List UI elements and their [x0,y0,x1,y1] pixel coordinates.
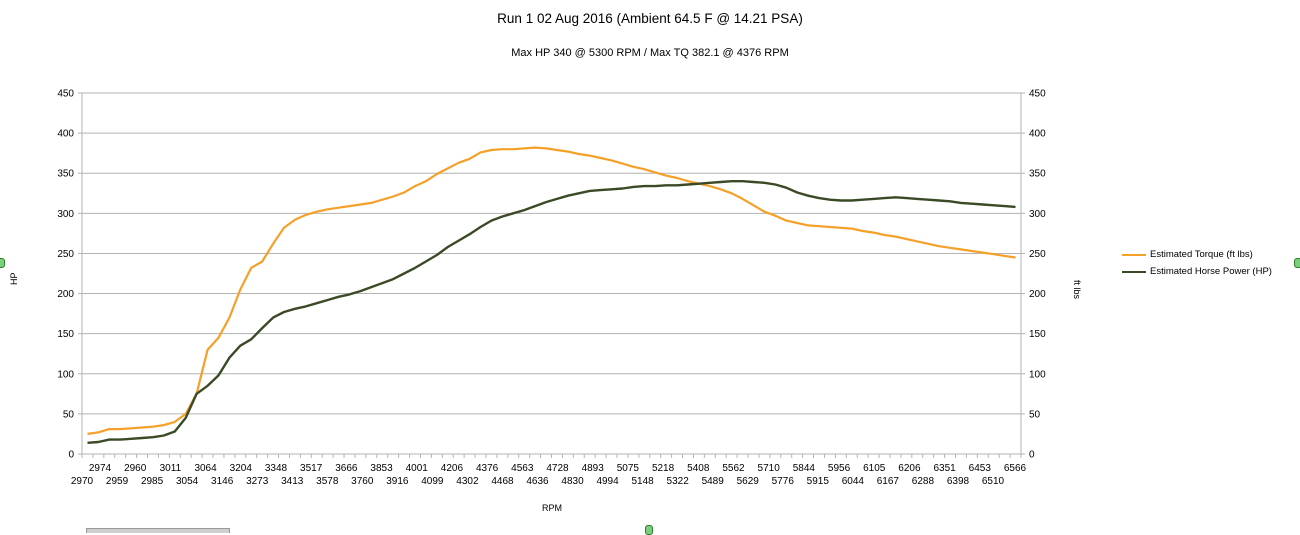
x-tick-label-lower-19: 5629 [737,476,760,487]
x-tick-label-upper-4: 3204 [230,463,253,474]
x-tick-label-upper-11: 4376 [476,463,499,474]
x-tick-label-lower-10: 4099 [421,476,444,487]
y-tick-label-left-0: 0 [68,450,74,461]
x-tick-label-lower-2: 2985 [141,476,164,487]
y-tick-label-right-200: 200 [1029,289,1046,300]
x-tick-label-upper-15: 5075 [617,463,640,474]
y-tick-label-right-450: 450 [1029,89,1046,100]
x-tick-label-upper-19: 5710 [758,463,781,474]
x-tick-label-upper-13: 4728 [546,463,569,474]
x-tick-label-lower-20: 5776 [772,476,795,487]
y-tick-label-left-250: 250 [57,249,74,260]
x-tick-label-lower-5: 3273 [246,476,269,487]
x-axis-label: RPM [542,503,562,513]
x-tick-label-lower-0: 2970 [71,476,94,487]
y-tick-label-left-150: 150 [57,329,74,340]
x-tick-label-upper-26: 6566 [1004,463,1027,474]
x-tick-label-lower-22: 6044 [842,476,865,487]
x-tick-label-lower-15: 4994 [596,476,619,487]
plot-area [82,93,1021,454]
x-tick-label-lower-7: 3578 [316,476,339,487]
x-tick-label-lower-17: 5322 [667,476,690,487]
x-tick-label-upper-10: 4206 [441,463,464,474]
x-tick-label-upper-7: 3666 [335,463,358,474]
x-tick-label-lower-21: 5915 [807,476,830,487]
x-tick-label-lower-24: 6288 [912,476,935,487]
legend-label-torque: Estimated Torque (ft lbs) [1150,249,1253,260]
y-tick-label-right-50: 50 [1029,409,1041,420]
y-tick-label-left-200: 200 [57,289,74,300]
legend-label-hp: Estimated Horse Power (HP) [1150,266,1272,277]
x-tick-label-upper-1: 2960 [124,463,147,474]
x-tick-label-upper-14: 4893 [582,463,605,474]
sheet-tab-bar[interactable] [86,528,230,533]
x-tick-label-upper-18: 5562 [722,463,745,474]
x-tick-label-lower-11: 4302 [456,476,479,487]
series-line-torque [87,146,1016,435]
x-tick-label-lower-12: 4468 [491,476,514,487]
x-tick-label-lower-13: 4636 [526,476,549,487]
legend-swatch-torque [1122,253,1146,256]
y-tick-label-left-350: 350 [57,169,74,180]
y-tick-label-right-250: 250 [1029,249,1046,260]
x-tick-label-upper-12: 4563 [511,463,534,474]
x-tick-label-lower-8: 3760 [351,476,374,487]
y-tick-label-right-400: 400 [1029,129,1046,140]
resize-handle-right[interactable] [1294,258,1300,268]
x-tick-label-lower-25: 6398 [947,476,970,487]
legend: Estimated Torque (ft lbs) Estimated Hors… [1122,246,1272,280]
x-tick-label-upper-23: 6206 [898,463,921,474]
y-tick-label-left-450: 450 [57,89,74,100]
y-tick-label-right-350: 350 [1029,169,1046,180]
x-tick-label-lower-26: 6510 [982,476,1005,487]
x-tick-label-lower-1: 2959 [106,476,129,487]
x-tick-label-lower-18: 5489 [702,476,725,487]
x-tick-label-upper-0: 2974 [89,463,112,474]
x-tick-label-lower-23: 6167 [877,476,900,487]
x-tick-label-upper-20: 5844 [793,463,816,474]
legend-item-torque: Estimated Torque (ft lbs) [1122,246,1272,263]
y-axis-left-label: HP [9,272,19,285]
resize-handle-bottom[interactable] [645,525,653,535]
x-tick-label-upper-3: 3064 [194,463,217,474]
x-tick-label-lower-16: 5148 [631,476,654,487]
y-tick-label-left-50: 50 [63,409,75,420]
chart-title: Run 1 02 Aug 2016 (Ambient 64.5 F @ 14.2… [497,11,803,26]
x-tick-label-upper-6: 3517 [300,463,323,474]
x-tick-label-upper-2: 3011 [160,463,182,474]
x-tick-label-upper-22: 6105 [863,463,886,474]
series-line-hp [87,179,1016,444]
x-tick-label-lower-6: 3413 [281,476,304,487]
x-tick-label-upper-9: 4001 [406,463,429,474]
x-tick-label-lower-3: 3054 [176,476,199,487]
y-tick-label-right-300: 300 [1029,209,1046,220]
x-tick-label-upper-25: 6453 [969,463,992,474]
y-tick-label-right-0: 0 [1029,450,1035,461]
x-tick-label-upper-24: 6351 [933,463,956,474]
legend-item-hp: Estimated Horse Power (HP) [1122,263,1272,280]
x-tick-label-upper-16: 5218 [652,463,675,474]
resize-handle-left[interactable] [0,258,5,268]
legend-swatch-hp [1122,270,1146,273]
x-tick-label-lower-9: 3916 [386,476,409,487]
chart-subtitle: Max HP 340 @ 5300 RPM / Max TQ 382.1 @ 4… [511,47,789,59]
x-tick-label-upper-21: 5956 [828,463,851,474]
y-tick-label-left-400: 400 [57,129,74,140]
y-tick-label-left-300: 300 [57,209,74,220]
x-tick-label-upper-8: 3853 [370,463,393,474]
x-tick-label-upper-5: 3348 [265,463,288,474]
y-tick-label-right-100: 100 [1029,369,1046,380]
x-tick-label-upper-17: 5408 [687,463,710,474]
y-tick-label-left-100: 100 [57,369,74,380]
y-axis-right-label: ft lbs [1072,280,1082,300]
x-tick-label-lower-4: 3146 [211,476,234,487]
y-tick-label-right-150: 150 [1029,329,1046,340]
x-tick-label-lower-14: 4830 [561,476,584,487]
